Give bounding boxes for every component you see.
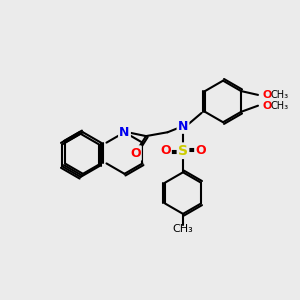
Text: O: O [262,90,272,100]
Text: CH₃: CH₃ [270,90,288,100]
Text: O: O [195,144,206,157]
Text: S: S [178,144,188,158]
Text: CH₃: CH₃ [172,224,194,233]
Text: N: N [119,126,130,139]
Text: O: O [130,146,141,160]
Text: N: N [178,120,188,133]
Text: O: O [160,144,171,157]
Text: O: O [262,101,272,111]
Text: CH₃: CH₃ [270,101,288,111]
